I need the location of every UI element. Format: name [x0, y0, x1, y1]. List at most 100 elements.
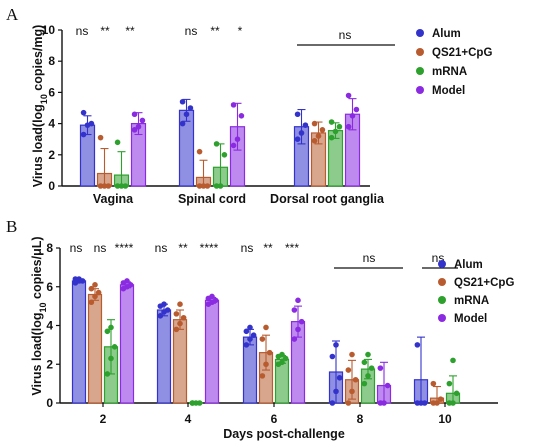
data-point: [349, 113, 356, 119]
data-point: [282, 355, 289, 362]
data-point: [414, 342, 421, 348]
data-point: [453, 390, 460, 397]
data-point: [80, 131, 87, 138]
data-point: [217, 183, 224, 189]
data-point: [196, 183, 203, 189]
data-point: [213, 141, 220, 147]
data-point: [250, 332, 257, 338]
data-point: [311, 137, 318, 144]
data-point: [294, 136, 301, 142]
data-point: [114, 183, 121, 189]
legend-marker: [438, 278, 446, 286]
data-point: [446, 380, 453, 387]
data-point: [263, 324, 269, 331]
x-category-label: 8: [357, 412, 364, 426]
bar: [204, 299, 220, 404]
data-point: [353, 106, 360, 113]
data-point: [238, 113, 245, 119]
data-point: [332, 128, 339, 135]
significance-label: ns: [363, 251, 376, 265]
data-point: [298, 318, 305, 325]
data-point: [336, 123, 343, 130]
data-point: [180, 314, 187, 321]
significance-label: ***: [285, 241, 299, 255]
significance-label: ns: [70, 241, 83, 255]
legend-label: Alum: [432, 28, 461, 40]
data-point: [183, 111, 190, 118]
data-point: [295, 326, 301, 333]
data-point: [345, 123, 352, 130]
legend-marker: [416, 48, 424, 56]
legend-marker: [416, 86, 424, 94]
data-point: [204, 183, 211, 189]
significance-label: **: [210, 24, 220, 38]
data-point: [349, 388, 355, 395]
data-point: [345, 367, 352, 373]
significance-label: ****: [115, 241, 134, 255]
data-point: [302, 122, 309, 128]
legend-label: Model: [454, 313, 487, 325]
significance-label: ns: [155, 241, 168, 255]
significance-label: **: [178, 241, 188, 255]
data-point: [127, 282, 134, 288]
bar: [119, 284, 135, 404]
data-point: [179, 120, 186, 127]
y-tick-label: 10: [42, 23, 56, 37]
y-tick-label: 0: [48, 179, 55, 193]
data-point: [365, 351, 371, 358]
data-point: [164, 307, 171, 313]
data-point: [377, 365, 384, 371]
data-point: [80, 109, 87, 116]
data-point: [101, 183, 108, 189]
data-point: [336, 375, 343, 381]
legend-label: Alum: [454, 259, 483, 271]
legend-marker: [438, 260, 446, 268]
x-category-label: 4: [185, 412, 192, 426]
x-category-label: Dorsal root ganglia: [270, 192, 385, 206]
y-tick-label: 6: [46, 280, 53, 294]
data-point: [104, 371, 111, 377]
data-point: [381, 400, 387, 406]
significance-label: **: [263, 241, 273, 255]
y-tick-label: 2: [48, 148, 55, 162]
data-point: [329, 400, 336, 406]
legend-label: QS21+CpG: [454, 277, 514, 289]
data-point: [173, 311, 180, 317]
data-point: [247, 324, 253, 331]
data-point: [437, 396, 444, 402]
data-point: [230, 142, 237, 149]
data-point: [105, 183, 112, 189]
data-point: [200, 183, 207, 189]
legend-label: mRNA: [454, 295, 489, 307]
data-point: [328, 119, 335, 125]
data-point: [187, 105, 194, 111]
bar: [71, 280, 87, 404]
data-point: [196, 400, 203, 406]
data-point: [315, 133, 322, 139]
panel-letter-b: B: [6, 217, 17, 236]
y-tick-label: 2: [46, 357, 53, 371]
data-point: [361, 380, 368, 387]
panel-b-y-axis-title: Virus load(log10 copies/μL): [30, 236, 48, 395]
data-point: [177, 301, 183, 307]
bar: [87, 293, 103, 404]
data-point: [333, 342, 339, 348]
data-point: [450, 357, 456, 364]
data-point: [279, 359, 285, 366]
legend-marker: [438, 296, 446, 304]
legend-marker: [416, 67, 424, 75]
significance-label: ns: [76, 24, 89, 38]
data-point: [161, 301, 167, 307]
data-point: [333, 388, 339, 395]
data-point: [88, 299, 95, 306]
data-point: [131, 127, 138, 133]
data-point: [384, 382, 391, 389]
data-point: [243, 328, 250, 335]
panel-a-y-axis-title: Virus load(log10 copies/mg): [31, 25, 49, 188]
data-point: [104, 328, 111, 335]
data-point: [213, 183, 220, 189]
significance-label: **: [100, 24, 110, 38]
x-category-label: Vagina: [93, 192, 134, 206]
